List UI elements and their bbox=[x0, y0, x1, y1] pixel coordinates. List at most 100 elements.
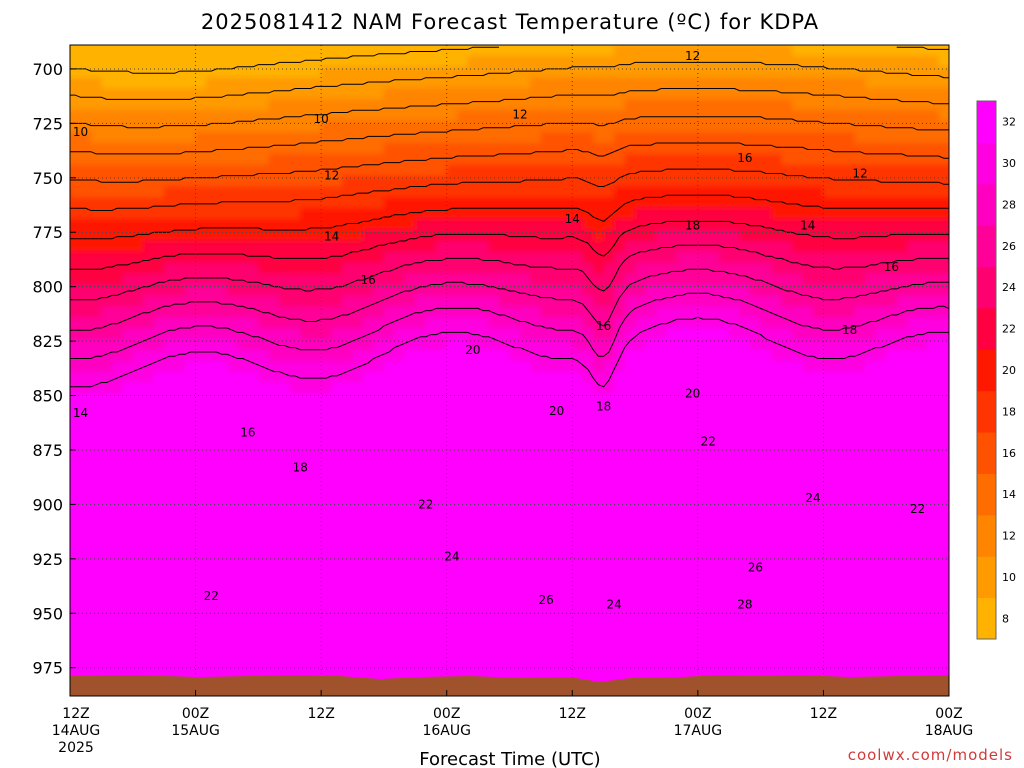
temperature-cell bbox=[49, 622, 61, 634]
temperature-cell bbox=[132, 88, 145, 101]
temperature-cell bbox=[509, 567, 521, 580]
temperature-cell bbox=[687, 578, 699, 591]
temperature-cell bbox=[656, 643, 668, 656]
temperature-cell bbox=[708, 317, 720, 330]
temperature-cell bbox=[697, 415, 710, 427]
temperature-cell bbox=[614, 66, 626, 79]
temperature-cell bbox=[813, 545, 825, 558]
temperature-cell bbox=[813, 55, 825, 68]
temperature-cell bbox=[405, 709, 417, 721]
temperature-cell bbox=[823, 611, 835, 623]
temperature-cell bbox=[833, 534, 846, 547]
temperature-cell bbox=[101, 447, 113, 460]
temperature-cell bbox=[708, 534, 720, 547]
temperature-cell bbox=[310, 371, 323, 384]
temperature-cell bbox=[70, 578, 82, 591]
temperature-cell bbox=[457, 426, 469, 438]
temperature-cell bbox=[854, 143, 867, 155]
temperature-cell bbox=[342, 600, 354, 613]
temperature-cell bbox=[823, 338, 835, 351]
temperature-cell bbox=[342, 382, 354, 395]
temperature-cell bbox=[425, 349, 438, 362]
temperature-cell bbox=[520, 632, 532, 645]
temperature-cell bbox=[143, 230, 155, 242]
temperature-cell bbox=[771, 295, 783, 308]
temperature-cell bbox=[258, 589, 270, 602]
temperature-cell bbox=[247, 143, 260, 155]
temperature-cell bbox=[143, 447, 155, 460]
temperature-cell bbox=[593, 77, 605, 90]
temperature-cell bbox=[310, 415, 323, 427]
temperature-cell bbox=[792, 55, 804, 68]
temperature-cell bbox=[530, 665, 542, 678]
temperature-cell bbox=[363, 88, 375, 101]
temperature-cell bbox=[258, 45, 270, 57]
temperature-cell bbox=[833, 567, 846, 580]
temperature-cell bbox=[216, 197, 228, 210]
temperature-cell bbox=[101, 458, 113, 471]
temperature-cell bbox=[509, 393, 521, 406]
temperature-cell bbox=[488, 611, 501, 623]
temperature-cell bbox=[446, 55, 459, 68]
temperature-cell bbox=[551, 632, 563, 645]
temperature-cell bbox=[792, 164, 804, 177]
temperature-cell bbox=[268, 589, 281, 602]
temperature-cell bbox=[792, 545, 804, 558]
temperature-cell bbox=[70, 251, 82, 264]
temperature-cell bbox=[645, 491, 657, 504]
temperature-cell bbox=[457, 534, 469, 547]
temperature-cell bbox=[750, 88, 762, 101]
temperature-cell bbox=[174, 393, 187, 406]
temperature-cell bbox=[781, 534, 794, 547]
temperature-cell bbox=[132, 524, 145, 536]
temperature-cell bbox=[289, 545, 302, 558]
temperature-cell bbox=[687, 338, 699, 351]
temperature-cell bbox=[676, 208, 689, 221]
temperature-cell bbox=[268, 317, 281, 330]
temperature-cell bbox=[593, 197, 605, 210]
temperature-cell bbox=[111, 502, 124, 515]
temperature-cell bbox=[802, 45, 814, 46]
temperature-cell bbox=[478, 643, 490, 656]
temperature-cell bbox=[216, 241, 228, 253]
temperature-cell bbox=[823, 349, 835, 362]
temperature-cell bbox=[185, 45, 197, 46]
temperature-cell bbox=[729, 349, 741, 362]
temperature-cell bbox=[697, 491, 710, 504]
temperature-cell bbox=[792, 415, 804, 427]
temperature-cell bbox=[604, 698, 616, 710]
temperature-cell bbox=[520, 164, 532, 177]
temperature-cell bbox=[185, 556, 197, 569]
temperature-cell bbox=[509, 404, 521, 417]
temperature-cell bbox=[342, 436, 354, 449]
temperature-cell bbox=[603, 197, 616, 210]
temperature-cell bbox=[310, 230, 323, 242]
temperature-cell bbox=[436, 55, 448, 68]
temperature-cell bbox=[540, 415, 553, 427]
temperature-cell bbox=[425, 295, 438, 308]
temperature-cell bbox=[49, 415, 61, 427]
temperature-cell bbox=[614, 360, 626, 373]
temperature-cell bbox=[467, 338, 480, 351]
temperature-cell bbox=[446, 360, 459, 373]
temperature-cell bbox=[750, 502, 762, 515]
temperature-cell bbox=[331, 436, 344, 449]
temperature-cell bbox=[603, 458, 616, 471]
temperature-cell bbox=[760, 534, 773, 547]
temperature-cell bbox=[603, 404, 616, 417]
temperature-cell bbox=[792, 306, 804, 319]
temperature-cell bbox=[153, 491, 166, 504]
temperature-cell bbox=[478, 567, 490, 580]
temperature-cell bbox=[289, 404, 302, 417]
temperature-cell bbox=[258, 567, 270, 580]
temperature-cell bbox=[582, 611, 595, 623]
temperature-cell bbox=[593, 578, 605, 591]
temperature-cell bbox=[697, 251, 710, 264]
temperature-cell bbox=[185, 230, 197, 242]
temperature-cell bbox=[760, 295, 773, 308]
temperature-cell bbox=[70, 306, 82, 319]
temperature-cell bbox=[781, 262, 794, 275]
temperature-cell bbox=[132, 121, 145, 134]
temperature-cell bbox=[80, 534, 92, 547]
temperature-cell bbox=[352, 469, 364, 482]
